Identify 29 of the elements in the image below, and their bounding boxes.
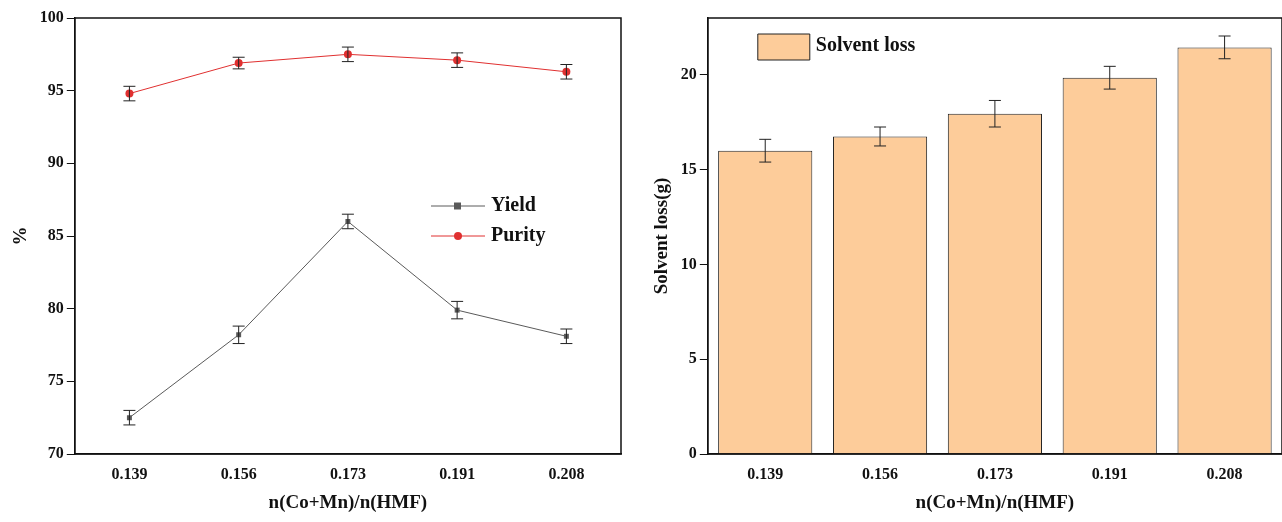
y-axis-title: Solvent loss(g): [650, 177, 673, 295]
x-tick-label: 0.191: [1091, 464, 1128, 482]
y-tick-label: 5: [688, 349, 697, 367]
y-axis-title: %: [9, 226, 31, 246]
y-tick-label: 20: [680, 65, 697, 83]
x-tick-label: 0.191: [439, 464, 476, 482]
y-tick-label: 90: [47, 153, 64, 171]
x-tick-label: 0.208: [548, 464, 585, 482]
legend-label: Solvent loss: [815, 33, 916, 56]
y-tick-label: 75: [47, 371, 64, 389]
y-tick-label: 100: [39, 8, 64, 26]
y-tick-label: 80: [47, 298, 64, 316]
legend-label: Yield: [491, 193, 536, 216]
x-tick-label: 0.208: [1206, 464, 1243, 482]
y-tick-label: 85: [47, 226, 64, 244]
y-tick-label: 10: [680, 254, 697, 272]
x-tick-label: 0.156: [220, 464, 257, 482]
x-tick-label: 0.139: [111, 464, 148, 482]
y-tick-label: 15: [680, 159, 697, 177]
y-tick-label: 0: [688, 444, 697, 462]
x-axis-title: n(Co+Mn)/n(HMF): [268, 490, 428, 513]
x-axis-title: n(Co+Mn)/n(HMF): [915, 490, 1075, 513]
y-tick-label: 95: [47, 80, 64, 98]
x-tick-label: 0.139: [747, 464, 784, 482]
legend-label: Purity: [491, 223, 546, 247]
x-tick-label: 0.156: [862, 464, 899, 482]
x-tick-label: 0.173: [976, 464, 1013, 482]
x-tick-label: 0.173: [329, 464, 366, 482]
y-tick-label: 70: [47, 444, 64, 462]
